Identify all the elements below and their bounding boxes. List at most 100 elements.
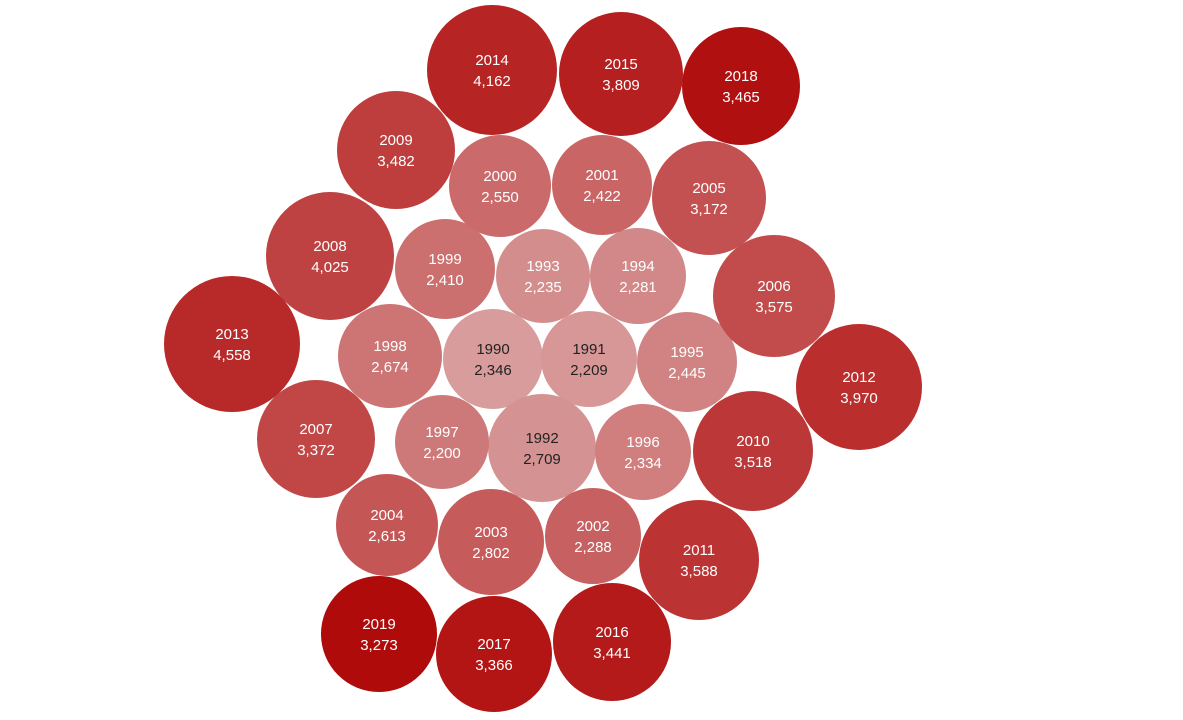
bubble-circle-1993[interactable] [496, 229, 590, 323]
bubble-2011[interactable]: 2011 3,588 [639, 500, 759, 620]
bubble-2006[interactable]: 2006 3,575 [713, 235, 835, 357]
bubble-circle-1996[interactable] [595, 404, 691, 500]
bubble-year-label: 2013 [215, 326, 248, 343]
bubble-2007[interactable]: 2007 3,372 [257, 380, 375, 498]
bubble-year-label: 1994 [621, 258, 654, 275]
bubble-2014[interactable]: 2014 4,162 [427, 5, 557, 135]
bubble-circle-2015[interactable] [559, 12, 683, 136]
bubble-1991[interactable]: 1991 2,209 [541, 311, 637, 407]
bubble-value-label: 3,518 [734, 454, 772, 471]
bubble-year-label: 2010 [736, 433, 769, 450]
bubble-circle-1998[interactable] [338, 304, 442, 408]
bubble-circle-2001[interactable] [552, 135, 652, 235]
bubble-2001[interactable]: 2001 2,422 [552, 135, 652, 235]
bubble-value-label: 3,970 [840, 390, 878, 407]
bubble-value-label: 3,172 [690, 201, 728, 218]
bubble-circle-2007[interactable] [257, 380, 375, 498]
bubble-year-label: 2006 [757, 278, 790, 295]
bubble-1993[interactable]: 1993 2,235 [496, 229, 590, 323]
bubble-value-label: 3,588 [680, 563, 718, 580]
bubble-year-label: 2002 [576, 518, 609, 535]
bubble-year-label: 2012 [842, 369, 875, 386]
bubble-value-label: 2,422 [583, 188, 621, 205]
bubble-2002[interactable]: 2002 2,288 [545, 488, 641, 584]
bubble-circle-2014[interactable] [427, 5, 557, 135]
bubble-year-label: 1993 [526, 258, 559, 275]
bubble-value-label: 2,281 [619, 279, 657, 296]
bubble-value-label: 2,550 [481, 189, 519, 206]
bubble-year-label: 2001 [585, 167, 618, 184]
bubble-circle-2010[interactable] [693, 391, 813, 511]
bubble-2012[interactable]: 2012 3,970 [796, 324, 922, 450]
bubble-2016[interactable]: 2016 3,441 [553, 583, 671, 701]
bubble-value-label: 3,273 [360, 637, 398, 654]
bubble-circle-2000[interactable] [449, 135, 551, 237]
bubble-value-label: 3,575 [755, 299, 793, 316]
bubble-circle-2011[interactable] [639, 500, 759, 620]
bubble-circle-2012[interactable] [796, 324, 922, 450]
bubble-circle-2003[interactable] [438, 489, 544, 595]
bubble-2017[interactable]: 2017 3,366 [436, 596, 552, 712]
bubble-year-label: 2019 [362, 616, 395, 633]
bubble-year-label: 2016 [595, 624, 628, 641]
bubble-value-label: 2,334 [624, 455, 662, 472]
bubble-1997[interactable]: 1997 2,200 [395, 395, 489, 489]
bubble-circle-2019[interactable] [321, 576, 437, 692]
bubble-year-label: 1999 [428, 251, 461, 268]
bubble-1994[interactable]: 1994 2,281 [590, 228, 686, 324]
bubble-value-label: 3,809 [602, 77, 640, 94]
bubble-2009[interactable]: 2009 3,482 [337, 91, 455, 209]
bubble-circle-2017[interactable] [436, 596, 552, 712]
bubble-2013[interactable]: 2013 4,558 [164, 276, 300, 412]
bubble-year-label: 1995 [670, 344, 703, 361]
bubble-2003[interactable]: 2003 2,802 [438, 489, 544, 595]
bubble-year-label: 2000 [483, 168, 516, 185]
bubble-circle-1992[interactable] [488, 394, 596, 502]
bubble-2010[interactable]: 2010 3,518 [693, 391, 813, 511]
bubble-year-label: 2009 [379, 132, 412, 149]
bubble-1996[interactable]: 1996 2,334 [595, 404, 691, 500]
bubble-circle-1997[interactable] [395, 395, 489, 489]
bubble-value-label: 2,802 [472, 545, 510, 562]
bubble-year-label: 1990 [476, 341, 509, 358]
bubble-value-label: 2,200 [423, 445, 461, 462]
bubble-circle-2008[interactable] [266, 192, 394, 320]
bubble-value-label: 2,709 [523, 451, 561, 468]
bubble-1999[interactable]: 1999 2,410 [395, 219, 495, 319]
bubble-2005[interactable]: 2005 3,172 [652, 141, 766, 255]
bubble-1998[interactable]: 1998 2,674 [338, 304, 442, 408]
bubble-circle-1999[interactable] [395, 219, 495, 319]
bubble-circle-1994[interactable] [590, 228, 686, 324]
bubble-year-label: 1991 [572, 341, 605, 358]
bubble-value-label: 2,346 [474, 362, 512, 379]
bubble-2000[interactable]: 2000 2,550 [449, 135, 551, 237]
bubble-1992[interactable]: 1992 2,709 [488, 394, 596, 502]
bubble-circle-2005[interactable] [652, 141, 766, 255]
bubble-1990[interactable]: 1990 2,346 [443, 309, 543, 409]
bubble-2015[interactable]: 2015 3,809 [559, 12, 683, 136]
bubble-value-label: 4,558 [213, 347, 251, 364]
bubble-circle-2006[interactable] [713, 235, 835, 357]
bubble-year-label: 1996 [626, 434, 659, 451]
bubble-value-label: 4,025 [311, 259, 349, 276]
bubble-year-label: 2007 [299, 421, 332, 438]
bubble-year-label: 2018 [724, 68, 757, 85]
bubble-circle-1995[interactable] [637, 312, 737, 412]
bubble-circle-2016[interactable] [553, 583, 671, 701]
bubble-value-label: 3,372 [297, 442, 335, 459]
bubble-2018[interactable]: 2018 3,465 [682, 27, 800, 145]
bubble-circle-1990[interactable] [443, 309, 543, 409]
bubble-circle-2013[interactable] [164, 276, 300, 412]
bubble-2019[interactable]: 2019 3,273 [321, 576, 437, 692]
bubble-1995[interactable]: 1995 2,445 [637, 312, 737, 412]
bubble-year-label: 1997 [425, 424, 458, 441]
bubble-value-label: 2,445 [668, 365, 706, 382]
bubble-circle-2009[interactable] [337, 91, 455, 209]
bubble-2004[interactable]: 2004 2,613 [336, 474, 438, 576]
bubble-circle-1991[interactable] [541, 311, 637, 407]
bubble-circle-2018[interactable] [682, 27, 800, 145]
bubble-circle-2002[interactable] [545, 488, 641, 584]
bubble-circle-2004[interactable] [336, 474, 438, 576]
bubble-2008[interactable]: 2008 4,025 [266, 192, 394, 320]
bubble-value-label: 2,235 [524, 279, 562, 296]
